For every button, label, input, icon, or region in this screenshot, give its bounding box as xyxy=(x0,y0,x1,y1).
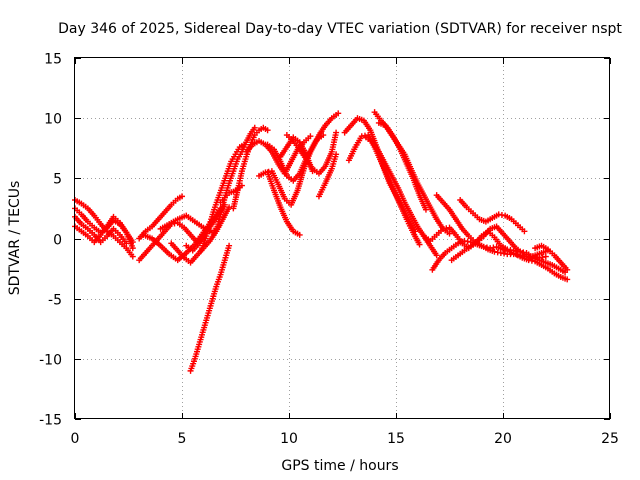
data-point-arc16 xyxy=(307,133,314,140)
axes: 0 5 10 15 20 25 -15 -10 -5 0 5 10 15 xyxy=(39,52,619,448)
y-tick-label: 5 xyxy=(53,172,62,188)
data-point-arc13 xyxy=(251,124,258,131)
y-tick-label: 15 xyxy=(44,52,62,68)
x-tick-label: 25 xyxy=(601,431,619,447)
plot-frame xyxy=(74,57,610,419)
x-tick-label: 10 xyxy=(280,431,298,447)
series-arc15 xyxy=(230,124,271,212)
series-arc30 xyxy=(433,192,549,261)
data-point-arc9 xyxy=(226,204,233,211)
x-axis-title: GPS time / hours xyxy=(281,458,398,474)
data-point-arc2 xyxy=(129,245,136,252)
data-point-arc26 xyxy=(422,206,429,213)
series-arc18 xyxy=(264,110,342,184)
series-arc11 xyxy=(187,242,233,374)
series-arc24 xyxy=(345,132,423,248)
series-arc22 xyxy=(315,151,340,200)
data-point-arc22 xyxy=(333,151,340,158)
grid-lines xyxy=(75,58,610,419)
x-tick-label: 0 xyxy=(71,431,80,447)
data-point-arc33 xyxy=(564,266,571,273)
y-axis-title: SDTVAR / TECUs xyxy=(7,181,23,296)
series-arc4 xyxy=(72,213,130,247)
data-point-arc5 xyxy=(179,193,185,200)
data-point-arc19 xyxy=(296,231,303,238)
y-tick-label: -15 xyxy=(39,413,62,429)
data-point-arc30 xyxy=(542,253,549,260)
data-point-arc21 xyxy=(333,129,340,136)
data-point-arc25 xyxy=(433,252,440,259)
data-point-arc1 xyxy=(129,253,136,260)
y-tick-label: -5 xyxy=(48,293,62,309)
data-point-arc11 xyxy=(226,242,233,249)
data-point-arc18 xyxy=(335,110,342,117)
series-arc21 xyxy=(283,129,340,177)
y-tick-label: 0 xyxy=(53,233,62,249)
y-tick-label: 10 xyxy=(44,112,62,128)
data-point-arc3 xyxy=(129,239,136,246)
data-point-arc29 xyxy=(564,276,571,283)
data-point-arc24 xyxy=(416,241,423,248)
y-tick-label: -10 xyxy=(39,353,62,369)
series-arc19 xyxy=(264,169,303,238)
x-tick-label: 15 xyxy=(387,431,405,447)
data-points xyxy=(72,109,571,374)
data-point-arc32 xyxy=(521,228,528,235)
chart-title: Day 346 of 2025, Sidereal Day-to-day VTE… xyxy=(58,21,622,37)
series-arc33 xyxy=(532,242,571,273)
data-point-arc4 xyxy=(123,240,130,247)
x-tick-label: 20 xyxy=(494,431,512,447)
data-point-arc15 xyxy=(264,127,271,134)
x-tick-label: 5 xyxy=(178,431,187,447)
series-arc27 xyxy=(375,119,453,237)
series-arc12 xyxy=(198,141,248,254)
series-arc32 xyxy=(457,196,528,235)
